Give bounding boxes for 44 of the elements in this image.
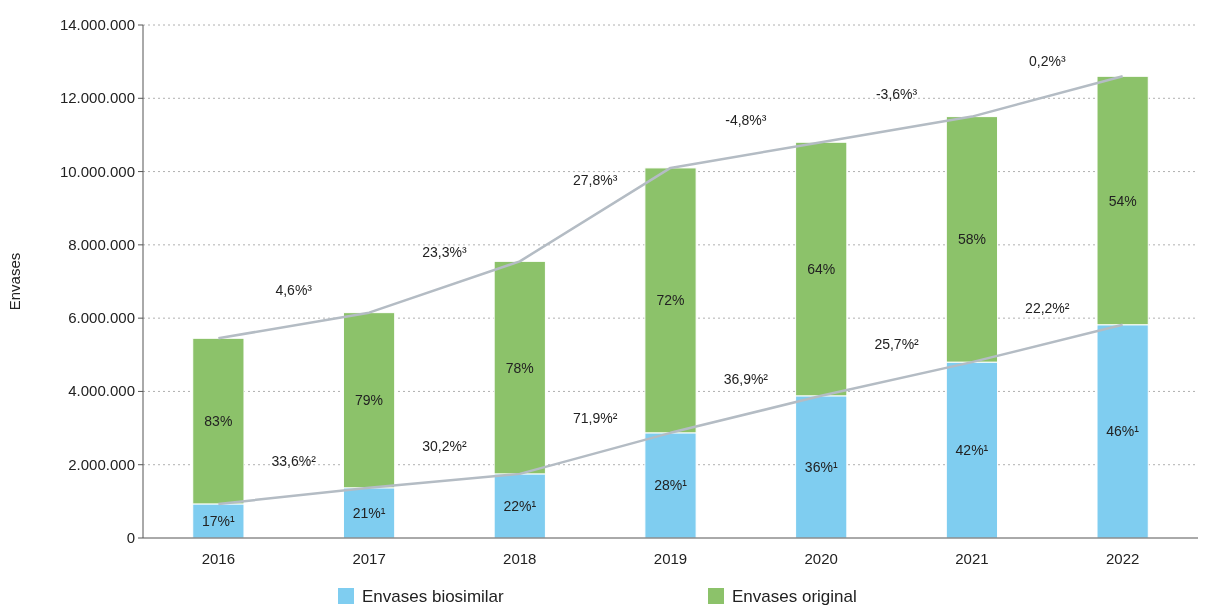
y-tick-label: 4.000.000 — [68, 382, 135, 400]
y-axis-title: Envases — [6, 252, 23, 311]
annotation: 54% — [1108, 192, 1137, 209]
annotation: 22%¹ — [503, 497, 537, 514]
annotation: 23,3%³ — [422, 244, 467, 260]
annotation: 4,6%³ — [275, 282, 313, 299]
annotation: 17%¹ — [202, 512, 236, 529]
y-tick-label: 6.000.000 — [68, 309, 135, 327]
y-tick-label: 10.000.000 — [59, 162, 135, 180]
x-tick-label: 2022 — [1105, 550, 1140, 567]
x-tick-label: 2020 — [804, 550, 838, 567]
annotation: 79% — [355, 392, 384, 409]
annotation: 36%¹ — [804, 458, 838, 475]
x-tick-label: 2017 — [352, 550, 386, 567]
annotation: -3,6%³ — [875, 86, 918, 103]
y-tick-label: 8.000.000 — [68, 235, 135, 253]
x-tick-label: 2016 — [201, 550, 236, 567]
annotation: 78% — [505, 359, 534, 376]
y-tick-label: 14.000.000 — [59, 16, 135, 33]
x-tick-label: 2019 — [653, 550, 688, 567]
y-tick-label: 2.000.000 — [68, 455, 135, 473]
annotation: 30,2%² — [422, 437, 467, 454]
y-tick-label: 12.000.000 — [59, 89, 135, 107]
annotation: 46%¹ — [1106, 423, 1140, 440]
legend-label: Envases biosimilar — [362, 587, 505, 606]
annotation: 72% — [656, 292, 685, 309]
annotation: 21%¹ — [352, 504, 386, 521]
annotation: 0,2%³ — [1029, 53, 1066, 70]
annotation: 58% — [957, 231, 986, 248]
y-tick-label: 0 — [126, 529, 135, 546]
annotation: 25,7%² — [874, 335, 920, 352]
annotation: 22,2%² — [1025, 300, 1070, 317]
annotation: 42%¹ — [955, 442, 989, 459]
annotation: -4,8%³ — [725, 112, 767, 129]
annotation: 71,9%² — [572, 410, 618, 427]
x-tick-label: 2018 — [503, 550, 537, 567]
annotation: 33,6%² — [271, 452, 317, 469]
annotation: 64% — [807, 261, 836, 278]
legend-label: Envases original — [732, 587, 857, 606]
x-tick-label: 2021 — [955, 550, 989, 567]
annotation: 28%¹ — [654, 477, 688, 494]
annotation: 83% — [204, 413, 233, 430]
annotation: 36,9%² — [723, 371, 769, 388]
annotation: 27,8%³ — [572, 171, 618, 188]
